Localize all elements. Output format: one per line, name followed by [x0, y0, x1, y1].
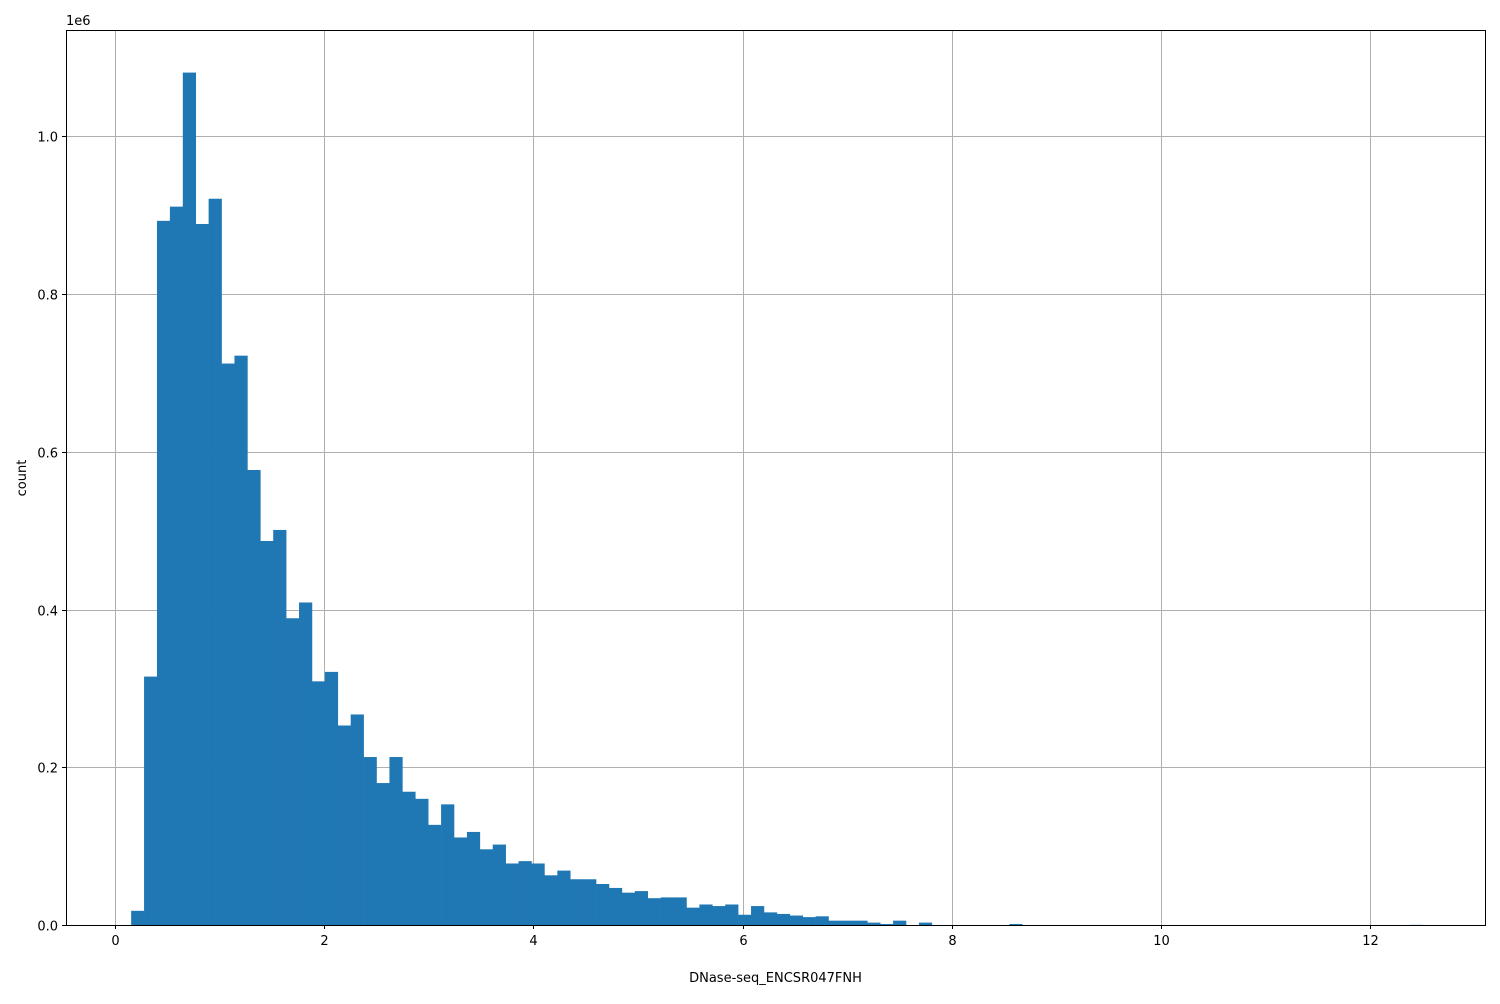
histogram-bar — [183, 73, 196, 925]
x-tick-label: 8 — [948, 934, 956, 949]
histogram-bar — [144, 677, 157, 925]
x-tick-label: 0 — [111, 934, 119, 949]
histogram-bar — [467, 832, 480, 925]
y-tick-label: 0.6 — [37, 447, 58, 462]
histogram-bar — [493, 845, 506, 925]
y-tick-label: 0.2 — [37, 762, 58, 777]
histogram-bar — [583, 879, 596, 925]
histogram-bar — [286, 618, 299, 925]
histogram-bar — [364, 757, 377, 925]
histogram-bar — [260, 541, 273, 925]
y-axis: 0.0 0.2 0.4 0.6 0.8 1.0 — [37, 131, 66, 935]
histogram-bar — [544, 875, 557, 925]
histogram-bar — [415, 799, 428, 925]
histogram-bar — [325, 672, 338, 925]
histogram-bar — [531, 863, 544, 925]
y-tick-label: 0.8 — [37, 289, 58, 304]
histogram-bar — [919, 923, 932, 925]
histogram-bar — [234, 356, 247, 925]
x-axis: 0 2 4 6 8 10 12 — [111, 925, 1378, 949]
histogram-bar — [428, 825, 441, 925]
histogram-bar — [196, 224, 209, 925]
histogram-bar — [596, 884, 609, 925]
histogram-bar — [389, 757, 402, 925]
histogram-bar — [312, 681, 325, 925]
x-tick-label: 12 — [1362, 934, 1379, 949]
histogram-bar — [557, 871, 570, 925]
histogram-bar — [209, 199, 222, 925]
histogram-bar — [790, 916, 803, 925]
histogram-bar — [570, 879, 583, 925]
histogram-bar — [338, 725, 351, 925]
histogram-bar — [699, 904, 712, 925]
x-tick-label: 10 — [1153, 934, 1170, 949]
histogram-bar — [725, 904, 738, 925]
histogram-bar — [1009, 924, 1022, 925]
histogram-bar — [157, 221, 170, 925]
histogram-bar — [480, 849, 493, 925]
histogram-bar — [674, 897, 687, 925]
histogram-bar — [273, 530, 286, 925]
x-axis-label: DNase-seq_ENCSR047FNH — [689, 971, 862, 986]
histogram-bar — [377, 783, 390, 925]
histogram-bar — [222, 364, 235, 925]
y-tick-label: 0.4 — [37, 605, 58, 620]
histogram-bar — [299, 602, 312, 925]
histogram-bar — [686, 908, 699, 925]
histogram-bar — [170, 207, 183, 925]
histogram-bar — [351, 714, 364, 925]
histogram-bar — [454, 837, 467, 925]
histogram-bar — [764, 912, 777, 925]
y-tick-label: 0.0 — [37, 920, 58, 935]
y-tick-label: 1.0 — [37, 131, 58, 146]
histogram-bar — [712, 906, 725, 925]
histogram-bar — [661, 897, 674, 925]
histogram-bar — [867, 923, 880, 925]
histogram-bar — [829, 921, 842, 925]
x-tick-label: 4 — [529, 934, 537, 949]
histogram-bar — [880, 924, 893, 925]
histogram-bar — [893, 921, 906, 925]
x-tick-label: 2 — [320, 934, 328, 949]
histogram-bar — [635, 891, 648, 925]
histogram-bar — [854, 921, 867, 925]
histogram-bar — [622, 893, 635, 925]
histogram-bar — [816, 916, 829, 925]
y-offset-label: 1e6 — [66, 14, 91, 29]
histogram-bar — [609, 888, 622, 925]
histogram-bar — [751, 906, 764, 925]
histogram-bar — [777, 914, 790, 925]
histogram-bar — [506, 863, 519, 925]
y-axis-label: count — [15, 460, 30, 497]
histogram-bar — [441, 804, 454, 925]
histogram-bar — [648, 898, 661, 925]
histogram-bar — [519, 861, 532, 925]
histogram-bar — [131, 911, 144, 925]
histogram-bar — [247, 470, 260, 925]
x-tick-label: 6 — [739, 934, 747, 949]
histogram-bar — [738, 915, 751, 925]
histogram-bar — [841, 921, 854, 925]
histogram-bar — [402, 792, 415, 925]
histogram-bar — [803, 917, 816, 925]
